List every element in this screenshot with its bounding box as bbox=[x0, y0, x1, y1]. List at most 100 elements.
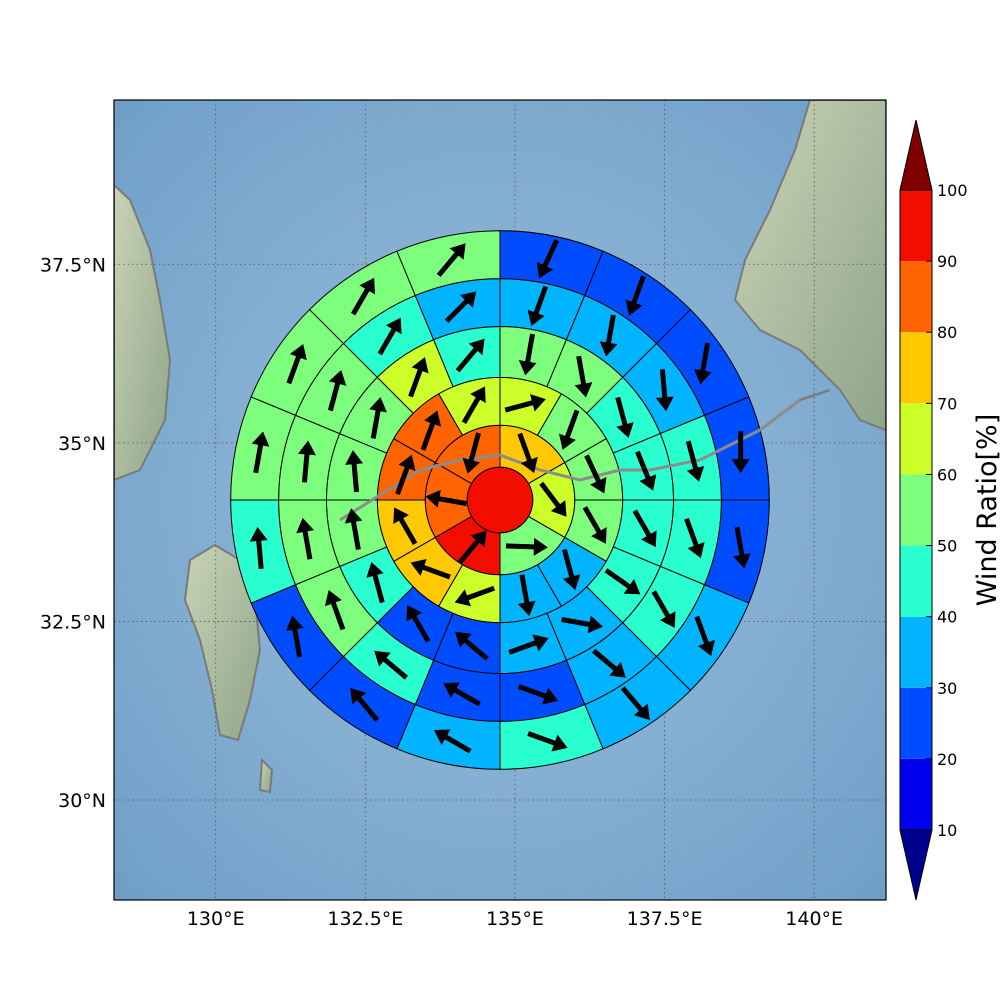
wind-arrow-ring5-10 bbox=[285, 615, 304, 658]
wind-arrow-ring4-14 bbox=[377, 317, 402, 356]
wind-arrow-ring4-13 bbox=[327, 369, 347, 412]
wind-arrow-ring3-12 bbox=[345, 450, 364, 493]
colorbar-label: Wind Ratio[%] bbox=[972, 414, 1000, 606]
y-axis-ticks: 30°N 32.5°N 35°N 37.5°N bbox=[40, 254, 106, 812]
wind-arrow-ring2-7 bbox=[393, 507, 418, 545]
y-tick-label-1: 32.5°N bbox=[40, 611, 106, 633]
colorbar: 10 20 30 40 50 60 70 80 90 100 bbox=[899, 119, 968, 901]
map-frame bbox=[113, 99, 887, 901]
wind-arrow-ring4-3 bbox=[685, 440, 705, 482]
wind-arrow-ring2-6 bbox=[410, 558, 451, 580]
wind-arrow-ring4-15 bbox=[444, 291, 477, 323]
y-tick-label-2: 35°N bbox=[58, 433, 106, 455]
wind-arrow-ring3-13 bbox=[369, 397, 387, 439]
wind-arrow-ring2-0 bbox=[558, 409, 580, 450]
wind-arrow-ring3-1 bbox=[574, 355, 593, 398]
colorbar-extend-min bbox=[899, 829, 933, 901]
wind-arrow-ring2-5 bbox=[454, 585, 496, 607]
x-tick-label-4: 140°E bbox=[785, 908, 843, 930]
wind-arrow-ring1-5 bbox=[462, 432, 481, 474]
wind-arrow-ring5-2 bbox=[693, 342, 712, 385]
wind-arrow-ring4-7 bbox=[517, 684, 559, 705]
wind-arrow-ring3-8 bbox=[455, 631, 489, 661]
wind-arrow-ring4-8 bbox=[443, 682, 481, 707]
colorbar-swatch-5 bbox=[900, 403, 932, 475]
wind-arrow-ring3-2 bbox=[615, 396, 634, 438]
wind-arrow-ring5-15 bbox=[436, 243, 466, 278]
colorbar-tick-6: 70 bbox=[937, 394, 957, 413]
wind-arrow-ring4-4 bbox=[684, 517, 705, 559]
x-tick-label-2: 135°E bbox=[486, 908, 544, 930]
wind-arrow-ring5-14 bbox=[351, 277, 375, 316]
wind-arrow-ring3-5 bbox=[604, 568, 641, 595]
wind-arrow-ring5-8 bbox=[433, 729, 472, 754]
wind-arrow-ring2-11 bbox=[504, 394, 546, 413]
colorbar-tick-7: 80 bbox=[937, 323, 957, 342]
wind-arrow-ring1-2 bbox=[505, 537, 548, 556]
colorbar-swatch-3 bbox=[900, 545, 932, 617]
colorbar-tick-3: 40 bbox=[937, 608, 957, 627]
wind-arrow-ring2-9 bbox=[420, 410, 442, 451]
wind-arrow-ring1-1 bbox=[539, 481, 567, 517]
wind-arrow-ring4-12 bbox=[297, 440, 316, 483]
colorbar-tick-2: 30 bbox=[937, 679, 957, 698]
colorbar-tick-4: 50 bbox=[937, 537, 957, 556]
colorbar-swatch-0 bbox=[900, 758, 932, 830]
wind-arrow-ring4-9 bbox=[374, 650, 408, 680]
colorbar-tick-8: 90 bbox=[937, 252, 957, 271]
kyushu-landmass bbox=[183, 543, 262, 742]
wind-arrow-ring1-0 bbox=[517, 432, 538, 474]
colorbar-swatch-7 bbox=[900, 261, 932, 333]
wind-arrow-ring2-3 bbox=[561, 548, 581, 591]
wind-arrow-ring2-4 bbox=[517, 574, 536, 617]
honshu-east-landmass bbox=[733, 100, 886, 432]
colorbar-extend-max bbox=[899, 119, 933, 191]
wind-arrow-ring1-4 bbox=[425, 489, 468, 508]
wind-arrow-ring3-11 bbox=[344, 508, 363, 551]
colorbar-swatch-2 bbox=[900, 616, 932, 688]
wind-arrow-ring5-7 bbox=[527, 731, 568, 752]
colorbar-swatch-1 bbox=[900, 687, 932, 759]
wind-arrow-ring5-3 bbox=[731, 431, 750, 474]
colorbar-tick-1: 20 bbox=[937, 750, 957, 769]
wind-arrow-ring4-10 bbox=[324, 589, 346, 631]
colorbar-tick-5: 60 bbox=[937, 465, 957, 484]
coastline-overlay bbox=[339, 398, 801, 522]
colorbar-swatch-4 bbox=[900, 474, 932, 546]
wind-arrow-ring4-11 bbox=[296, 517, 314, 560]
wind-arrow-ring5-9 bbox=[350, 687, 380, 722]
wind-arrow-ring5-1 bbox=[625, 275, 646, 316]
wind-arrow-ring5-4 bbox=[733, 526, 751, 569]
wind-arrow-ring3-0 bbox=[518, 333, 537, 376]
tanegashima-island bbox=[258, 757, 274, 794]
wind-arrow-ring2-1 bbox=[584, 454, 607, 494]
wind-arrow-ring4-1 bbox=[599, 314, 618, 357]
wind-arrow-ring2-2 bbox=[582, 506, 607, 544]
wind-arrow-ring4-5 bbox=[651, 590, 676, 628]
wind-arrow-ring5-12 bbox=[251, 431, 270, 474]
y-tick-label-3: 37.5°N bbox=[40, 254, 106, 276]
korea-landmass bbox=[114, 183, 172, 482]
wind-arrow-ring2-8 bbox=[395, 454, 416, 496]
wind-arrow-ring5-13 bbox=[286, 343, 307, 385]
wind-arrow-ring3-14 bbox=[408, 357, 429, 398]
wind-arrow-ring2-10 bbox=[461, 386, 486, 425]
wind-arrow-ring4-2 bbox=[655, 369, 674, 412]
wind-arrow-ring3-6 bbox=[561, 615, 603, 634]
wind-arrow-ring5-6 bbox=[620, 686, 650, 721]
colorbar-swatch-6 bbox=[900, 332, 932, 404]
wind-arrow-ring3-9 bbox=[406, 604, 431, 643]
map-area bbox=[114, 100, 886, 900]
x-tick-label-1: 132.5°E bbox=[327, 908, 403, 930]
x-axis-ticks: 130°E 132.5°E 135°E 137.5°E 140°E bbox=[187, 908, 843, 930]
y-tick-label-0: 30°N bbox=[58, 790, 106, 812]
wind-arrow-ring5-0 bbox=[536, 239, 560, 279]
wind-arrow-ring3-10 bbox=[366, 562, 385, 604]
colorbar-swatch-8 bbox=[900, 190, 932, 262]
wind-arrow-ring4-6 bbox=[592, 648, 626, 678]
wind-arrow-ring3-7 bbox=[508, 634, 549, 655]
x-tick-label-3: 137.5°E bbox=[627, 908, 703, 930]
wind-arrow-ring3-15 bbox=[455, 338, 485, 373]
wind-arrow-ring3-3 bbox=[635, 450, 657, 491]
